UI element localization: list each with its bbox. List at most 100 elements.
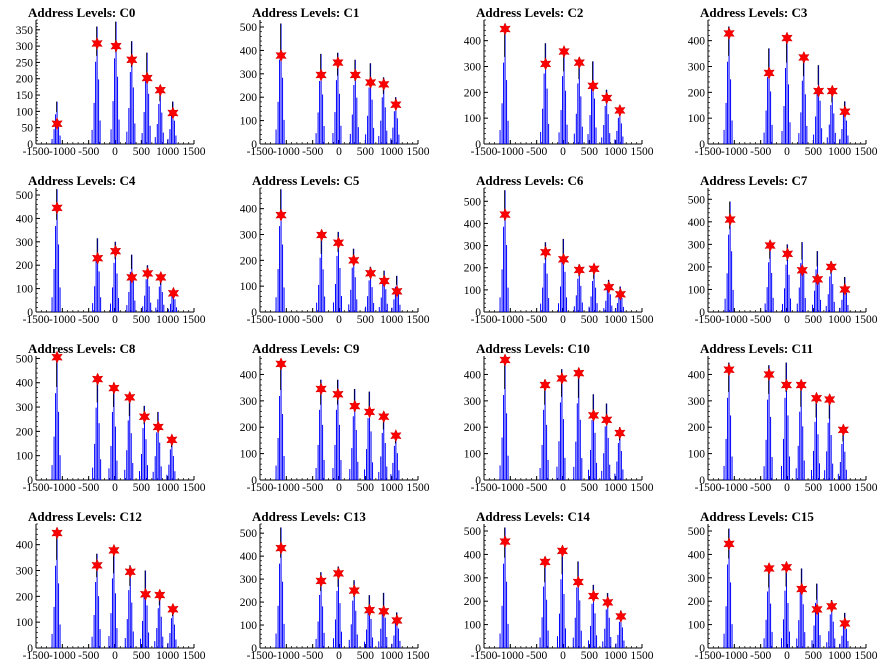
- peak-star-marker: [499, 207, 511, 222]
- x-tick-label: -1000: [721, 314, 748, 326]
- peak-star-marker: [275, 541, 287, 555]
- y-tick-label: 400: [16, 213, 34, 225]
- y-tick-label: 200: [16, 260, 34, 272]
- y-tick-label: 100: [688, 113, 706, 125]
- peak-star-marker: [763, 66, 775, 80]
- y-tick-label: 500: [16, 190, 34, 202]
- peak-star-marker: [587, 408, 600, 422]
- peak-star-marker: [573, 366, 585, 380]
- x-tick-label: -1500: [695, 314, 722, 326]
- y-tick-label: 500: [240, 528, 258, 540]
- peak-star-marker: [275, 208, 287, 222]
- histogram-plot: 0 100 200 300 400 -1500 -1000 -500 0 500 1000 1500: [464, 19, 654, 158]
- x-tick-label: 0: [336, 482, 342, 494]
- peak-star-marker: [556, 371, 568, 386]
- x-tick-label: 1500: [631, 482, 654, 494]
- x-tick-label: -1500: [471, 650, 498, 662]
- y-tick-label: 0: [251, 475, 257, 487]
- peak-star-marker: [587, 589, 600, 603]
- peak-star-marker: [795, 378, 807, 392]
- y-tick-label: 50: [22, 123, 34, 135]
- peak-star-marker: [602, 595, 614, 609]
- peak-star-marker: [390, 429, 402, 443]
- y-tick-label: 200: [464, 596, 482, 608]
- histogram-plot: 0 100 200 300 400 500 -1500 -1000 -500 0 500 1000 15…: [16, 188, 206, 326]
- x-tick-label: -500: [78, 482, 99, 494]
- x-tick-label: -1000: [49, 146, 76, 158]
- y-tick-label: 0: [699, 643, 705, 655]
- histogram-panel: Address Levels: C10 0 100 200 300 400 -1500 -10…: [448, 336, 672, 504]
- x-tick-label: 1000: [828, 482, 851, 494]
- y-tick-label: 200: [16, 426, 34, 438]
- x-tick-label: 500: [581, 650, 599, 662]
- peak-star-marker: [378, 604, 390, 618]
- peak-star-marker: [763, 561, 775, 576]
- y-tick-label: 200: [688, 87, 706, 99]
- x-tick-label: 500: [357, 650, 375, 662]
- y-tick-label: 500: [688, 526, 706, 538]
- peak-star-marker: [332, 566, 345, 580]
- x-tick-label: 500: [357, 146, 375, 158]
- x-tick-label: -1000: [49, 650, 76, 662]
- y-tick-label: 300: [16, 566, 34, 578]
- y-tick-label: 400: [464, 549, 482, 561]
- y-tick-label: 200: [16, 591, 34, 603]
- y-tick-label: 100: [16, 284, 34, 296]
- x-tick-label: -500: [302, 482, 323, 494]
- peak-star-marker: [614, 426, 626, 440]
- y-tick-label: 200: [240, 92, 258, 104]
- x-tick-label: 1500: [183, 314, 206, 326]
- y-tick-label: 200: [240, 597, 258, 609]
- x-tick-label: 1500: [855, 482, 878, 494]
- peak-star-marker: [615, 609, 627, 624]
- histogram-plot: 0 100 200 300 400 500 -1500 -1000 -500 0 500 1000 15…: [464, 524, 654, 662]
- x-tick-label: 500: [357, 482, 375, 494]
- y-tick-label: 300: [240, 69, 258, 81]
- histogram-panel: Address Levels: C2 0 100 200 300 400 -1500 -100…: [448, 0, 672, 168]
- peak-star-marker: [154, 588, 166, 602]
- peak-star-marker: [812, 84, 825, 98]
- peak-star-marker: [614, 287, 627, 301]
- y-tick-label: 350: [16, 25, 34, 37]
- x-tick-label: 500: [805, 482, 823, 494]
- x-tick-label: -1000: [497, 314, 524, 326]
- peak-star-marker: [91, 372, 104, 386]
- peak-star-marker: [332, 55, 344, 70]
- y-tick-label: 0: [251, 643, 257, 655]
- y-tick-label: 200: [16, 74, 34, 86]
- x-tick-label: -1000: [721, 146, 748, 158]
- x-tick-label: -1000: [273, 314, 300, 326]
- histogram-panel: Address Levels: C11 0 100 200 300 400 -1500 -10…: [672, 336, 896, 504]
- peak-star-marker: [108, 543, 120, 557]
- x-tick-label: 1000: [380, 146, 403, 158]
- peak-star-marker: [811, 602, 823, 617]
- x-tick-label: -500: [526, 146, 547, 158]
- peak-star-marker: [796, 582, 808, 596]
- histogram-plot: 0 50 100 150 200 250 300 350 -1500 -1000 -500 0 500 1…: [16, 19, 206, 158]
- peak-star-marker: [315, 228, 328, 242]
- peak-star-marker: [108, 381, 120, 395]
- y-tick-label: 100: [688, 449, 706, 461]
- y-tick-label: 100: [688, 620, 706, 632]
- x-tick-label: 1000: [604, 146, 627, 158]
- x-tick-label: -1000: [49, 314, 76, 326]
- panel-title: Address Levels: C10: [476, 341, 590, 356]
- y-tick-label: 200: [464, 422, 482, 434]
- x-tick-label: 1500: [855, 146, 878, 158]
- peak-star-marker: [826, 599, 838, 613]
- peak-star-marker: [723, 26, 735, 41]
- x-tick-label: 1000: [604, 482, 627, 494]
- x-tick-label: -1000: [497, 482, 524, 494]
- y-tick-label: 300: [464, 573, 482, 585]
- y-tick-label: 300: [16, 41, 34, 53]
- histogram-panel: Address Levels: C7 0 100 200 300 400 500 -1500-…: [672, 168, 896, 336]
- y-tick-label: 100: [16, 106, 34, 118]
- x-tick-label: 1500: [183, 146, 206, 158]
- panel-title: Address Levels: C3: [700, 5, 808, 20]
- peak-star-marker: [539, 245, 552, 259]
- y-tick-label: 100: [464, 285, 482, 297]
- y-tick-label: 400: [240, 204, 258, 216]
- peak-star-marker: [823, 392, 836, 407]
- peak-star-marker: [138, 410, 151, 424]
- peak-star-marker: [349, 399, 361, 413]
